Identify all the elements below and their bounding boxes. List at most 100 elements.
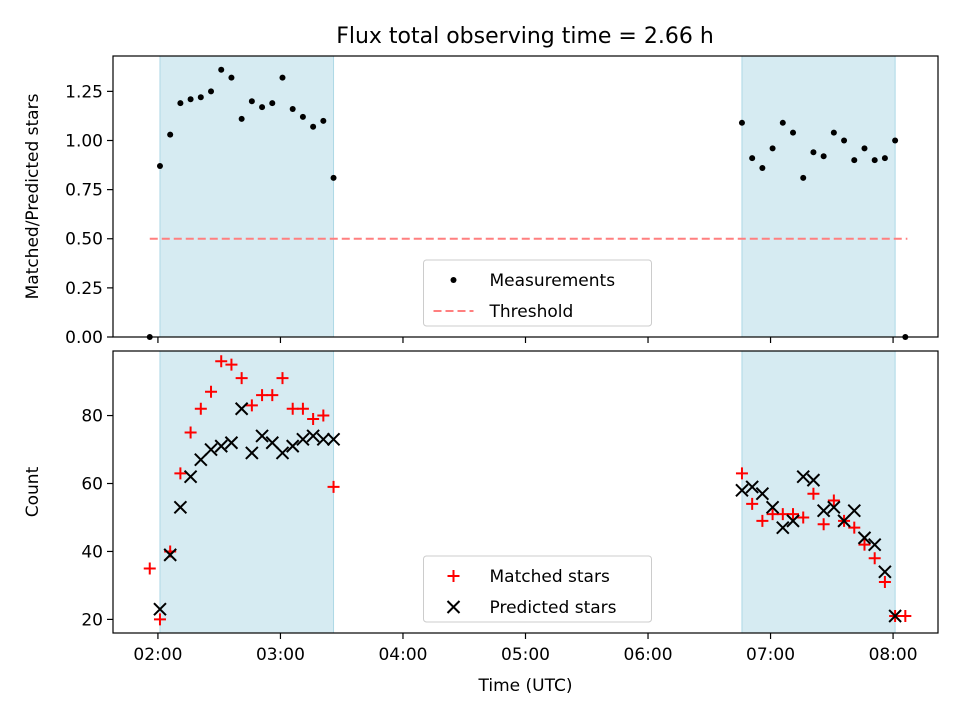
chart-title: Flux total observing time = 2.66 h (336, 24, 714, 49)
marker-x (735, 483, 749, 498)
marker-x (837, 514, 851, 528)
marker-x (265, 436, 279, 450)
star-count-panel: 20 40 60 80 02:00 03:00 04:00 05:00 06:00 07:00 08… (23, 350, 939, 696)
marker-plus (256, 389, 269, 402)
y-tick-label: 60 (81, 475, 103, 495)
y-tick-label: 1.25 (65, 82, 103, 102)
marker-plus (848, 521, 861, 534)
x-tick-label: 04:00 (378, 645, 427, 665)
y-axis-label: Matched/Predicted stars (23, 93, 43, 299)
data-point (807, 487, 820, 500)
data-point (296, 402, 309, 415)
marker-dot (820, 153, 827, 160)
legend-marker (450, 277, 457, 283)
data-point (215, 355, 228, 368)
x-tick-label: 07:00 (746, 645, 795, 665)
data-point (759, 165, 766, 172)
data-point (892, 137, 899, 144)
marker-plus (153, 613, 166, 626)
marker-dot (279, 74, 286, 81)
data-point (861, 145, 868, 152)
data-point (847, 503, 861, 518)
marker-x (827, 500, 841, 514)
marker-x (234, 402, 249, 416)
observing-interval-shade (159, 56, 335, 337)
data-point (330, 174, 337, 181)
data-point (197, 94, 204, 101)
data-point (857, 531, 872, 545)
marker-x (173, 500, 188, 514)
data-point (320, 117, 327, 124)
data-point (769, 145, 776, 152)
marker-plus (143, 562, 156, 575)
legend-marker (447, 570, 460, 582)
marker-plus (868, 552, 881, 565)
marker-dot (218, 66, 225, 73)
data-point (153, 602, 167, 616)
data-point (194, 402, 207, 415)
data-point (766, 508, 779, 521)
y-axis-label: Count (23, 466, 43, 517)
marker-x (446, 600, 461, 614)
y-tick-label: 0.25 (65, 279, 103, 299)
marker-x (163, 548, 177, 562)
marker-x (786, 514, 800, 528)
marker-dot (208, 88, 215, 95)
plot-area (149, 56, 908, 337)
data-point (156, 163, 163, 170)
marker-dot (197, 94, 204, 101)
data-point (275, 446, 290, 460)
data-point (787, 508, 800, 521)
data-point (817, 518, 830, 531)
legend-marker (446, 600, 461, 614)
data-point (266, 389, 279, 402)
marker-dot (310, 123, 317, 130)
data-point (205, 385, 218, 398)
data-point (316, 432, 331, 447)
marker-dot (156, 163, 163, 170)
data-point (796, 470, 810, 484)
data-point (745, 480, 759, 494)
marker-dot (187, 96, 194, 103)
data-point (289, 106, 296, 113)
observing-interval-shade (741, 351, 896, 633)
data-point (228, 74, 235, 81)
data-point (899, 610, 912, 623)
data-point (810, 149, 817, 156)
marker-x (867, 537, 882, 552)
marker-dot (800, 174, 807, 181)
marker-plus (317, 409, 330, 422)
data-point (259, 104, 266, 111)
marker-x (296, 432, 310, 447)
data-point (310, 123, 317, 130)
marker-dot (330, 174, 337, 181)
marker-x (194, 453, 208, 467)
data-point (871, 157, 878, 164)
marker-dot (892, 137, 899, 144)
data-point (225, 358, 238, 371)
data-point (779, 119, 786, 126)
data-point (285, 439, 300, 453)
data-point (735, 467, 748, 480)
legend-frame (423, 259, 652, 327)
data-point (888, 609, 902, 623)
marker-dot (881, 155, 888, 162)
data-point (755, 486, 770, 501)
plot-area (159, 351, 896, 633)
data-point (878, 565, 892, 579)
marker-dot (759, 165, 766, 172)
data-point (820, 153, 827, 160)
data-point (827, 494, 840, 507)
data-point (167, 131, 174, 138)
marker-plus (235, 372, 248, 385)
legend-label: Matched stars (490, 567, 610, 587)
marker-plus (215, 355, 228, 368)
data-point (858, 538, 871, 551)
marker-x (255, 429, 269, 443)
data-point (255, 429, 269, 443)
y-tick-label: 0.50 (65, 230, 103, 250)
data-point (177, 100, 184, 107)
marker-plus (746, 497, 759, 510)
marker-plus (327, 480, 340, 493)
